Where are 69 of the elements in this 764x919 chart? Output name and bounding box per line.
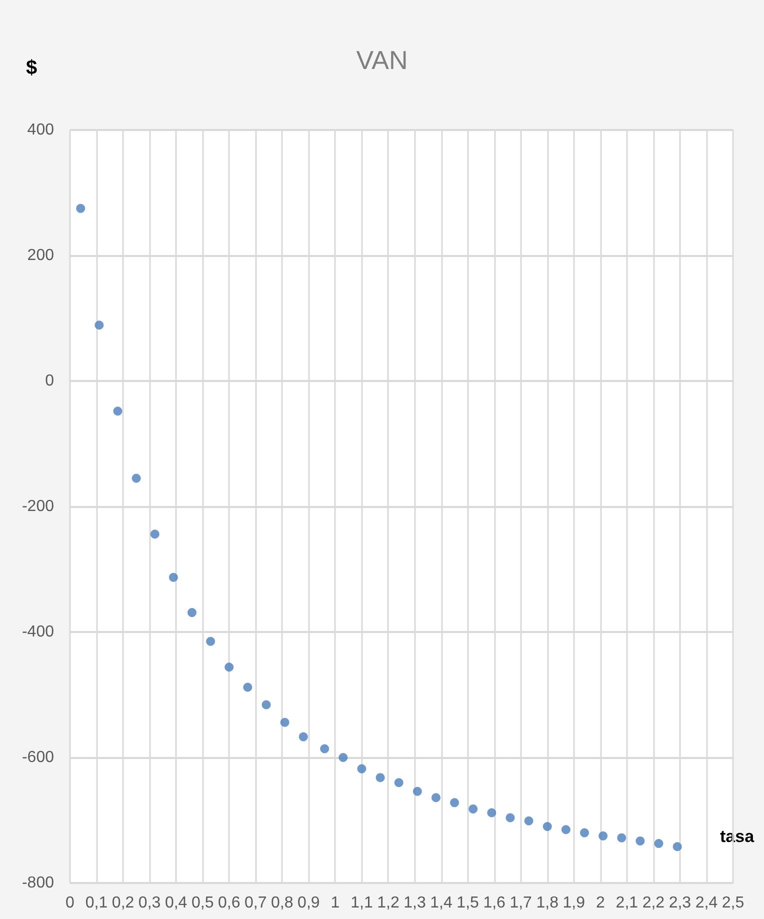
point (224, 662, 234, 672)
point (524, 816, 534, 826)
x-tick-label: 0,8 (271, 894, 294, 912)
point (542, 822, 552, 832)
x-tick-label: 2 (596, 894, 605, 912)
point (206, 636, 216, 646)
x-tick-label: 1,2 (377, 894, 400, 912)
x-tick-label: 0,4 (164, 894, 188, 912)
point (320, 744, 330, 754)
x-tick-label: 0,6 (218, 894, 240, 912)
x-tick-label: 1,3 (404, 894, 426, 912)
x-tick-label: 0,9 (298, 894, 320, 912)
y-tick-label: 200 (27, 247, 54, 264)
point (394, 778, 404, 788)
point (580, 828, 589, 838)
x-tick-label: 1,8 (536, 894, 559, 912)
point (188, 608, 196, 618)
point (450, 798, 460, 808)
x-tick-label: 0,7 (244, 894, 267, 912)
x-tick-label: 1,4 (430, 894, 452, 912)
point (338, 753, 348, 762)
y-tick-label: 400 (27, 122, 54, 138)
point (376, 773, 385, 782)
x-tick-label: 2,2 (642, 894, 665, 912)
point (243, 682, 252, 692)
y-tick-label: -800 (22, 874, 54, 892)
point (506, 813, 515, 822)
y-tick-label: -400 (22, 624, 54, 640)
point (468, 804, 478, 814)
point (412, 786, 422, 796)
x-tick-label: 1,1 (350, 894, 373, 912)
point (561, 825, 570, 834)
x-tick-label: 2,3 (668, 894, 692, 912)
point (168, 572, 178, 582)
point (94, 320, 104, 330)
x-axis-title: tasa (720, 827, 755, 846)
point (636, 836, 645, 846)
point (672, 842, 682, 852)
point (76, 204, 86, 213)
y-tick-label: -600 (22, 749, 54, 766)
point (617, 833, 626, 842)
point (113, 406, 122, 416)
x-tick-label: 1,7 (510, 894, 532, 912)
x-tick-label: 0,5 (191, 894, 214, 912)
x-tick-label: 0,2 (112, 894, 134, 912)
point (280, 718, 290, 727)
point (431, 793, 440, 802)
x-tick-label: 1 (330, 894, 340, 912)
x-tick-label: 1,6 (483, 894, 506, 912)
point (357, 764, 366, 774)
x-tick-label: 0 (66, 894, 75, 912)
x-tick-label: 1,5 (456, 894, 480, 912)
point (654, 838, 664, 848)
y-tick-label: -200 (22, 498, 54, 515)
point (132, 474, 141, 483)
point (298, 732, 308, 742)
point (598, 831, 608, 840)
x-tick-label: 1,9 (562, 894, 586, 912)
point (487, 808, 496, 818)
x-tick-label: 2,5 (722, 894, 744, 912)
y-tick-label: 0 (45, 372, 54, 390)
x-tick-label: 2,4 (695, 894, 718, 912)
x-tick-label: 0,1 (85, 894, 108, 912)
x-tick-label: 2,1 (616, 894, 638, 912)
x-tick-label: 0,3 (138, 894, 161, 912)
point (150, 530, 160, 539)
chart-title: VAN (356, 45, 408, 75)
point (262, 700, 271, 710)
y-axis-title: $ (26, 57, 38, 79)
